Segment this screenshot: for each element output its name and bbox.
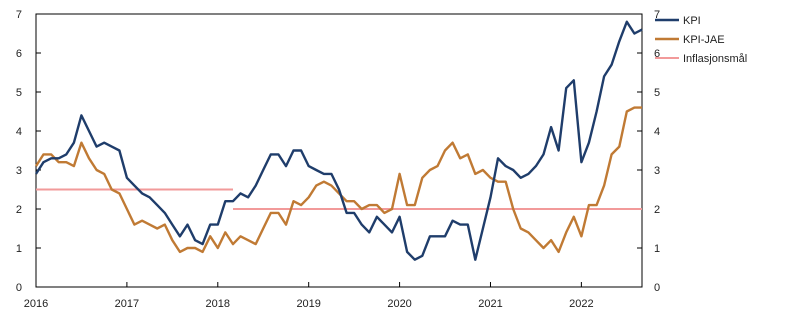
y-tick-label-left: 6 [16,48,22,60]
x-tick-label: 2020 [387,298,411,310]
y-tick-label-right: 0 [654,282,660,294]
y-tick-label-left: 5 [16,87,22,99]
y-tick-label-left: 0 [16,282,22,294]
y-tick-label-left: 2 [16,204,22,216]
y-tick-label-right: 7 [654,9,660,21]
x-tick-label: 2016 [24,298,48,310]
x-tick-label: 2021 [478,298,502,310]
axes: 0 0 1 1 2 2 3 3 4 4 5 5 6 6 7 7 2016 2017 2018 2019 2020 2021… [16,9,660,310]
y-tick-label-right: 3 [654,165,660,177]
y-tick-label-right: 4 [654,126,660,138]
y-tick-label-left: 3 [16,165,22,177]
legend: KPI KPI-JAE Inflasjonsmål [655,15,747,65]
series-layer [34,20,643,261]
legend-label: Inflasjonsmål [683,53,747,65]
y-tick-label-left: 1 [16,243,22,255]
plot-frame [35,13,643,288]
y-tick-label-right: 2 [654,204,660,216]
x-tick-label: 2017 [115,298,139,310]
y-tick-label-left: 7 [16,9,22,21]
series-line-kpi-jae [34,106,642,254]
legend-label: KPI [683,15,701,27]
x-tick-label: 2018 [206,298,230,310]
y-tick-label-right: 5 [654,87,660,99]
legend-label: KPI-JAE [683,34,725,46]
x-tick-label: 2022 [569,298,593,310]
y-tick-label-right: 6 [654,48,660,60]
x-tick-label: 2019 [296,298,320,310]
y-tick-label-left: 4 [16,126,22,138]
series-line-kpi [34,20,643,261]
y-tick-label-right: 1 [654,243,660,255]
